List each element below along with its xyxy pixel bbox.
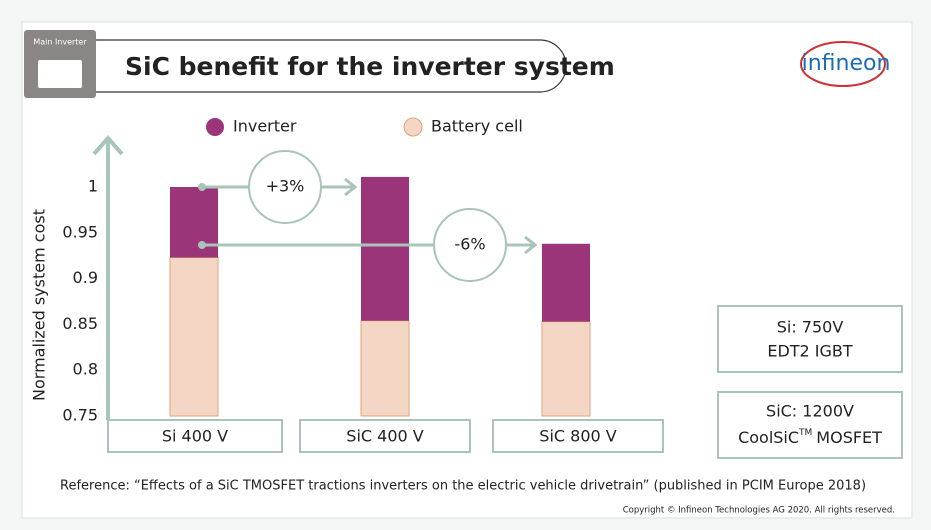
category-box (299, 419, 471, 453)
arrow-dot (198, 183, 206, 191)
annotation: -6% (454, 235, 485, 254)
arrow-dot (198, 241, 206, 249)
y-axis-label: Normalized system cost (30, 209, 49, 401)
y-tick-label: 0.75 (62, 406, 98, 425)
arrow-head (344, 177, 358, 197)
note-text: CoolSiCTM MOSFET (738, 428, 882, 447)
logo-swoosh (800, 41, 886, 87)
note-text: TM (798, 428, 812, 438)
y-tick-label: 0.85 (62, 314, 98, 333)
title-frame (96, 39, 567, 93)
y-tick-label: 0.9 (73, 268, 98, 287)
x-tick-label: SiC 800 V (539, 427, 616, 446)
badge-text: Main Inverter (33, 38, 87, 47)
annotation-circle (248, 150, 322, 224)
logo: infineon (802, 51, 891, 76)
annotation-circle (433, 208, 507, 282)
legend-label: Inverter (233, 117, 297, 136)
bar-segment (541, 321, 591, 417)
annotation: +3% (266, 177, 305, 196)
y-axis-arrow (92, 134, 124, 156)
note-text: EDT2 IGBT (767, 342, 853, 361)
legend-label: Battery cell (431, 117, 523, 136)
bar-segment (361, 176, 409, 321)
legend-swatch (403, 117, 423, 137)
reference: Reference: “Effects of a SiC TMOSFET tra… (60, 479, 866, 494)
x-tick-label: SiC 400 V (346, 427, 423, 446)
bar-segment (169, 257, 219, 417)
note-box (717, 391, 903, 459)
note-box (717, 305, 903, 373)
bar-segment (360, 320, 410, 417)
bar-segment (542, 243, 590, 322)
title: SiC benefit for the inverter system (125, 52, 615, 81)
note-text: Si: 750V (777, 318, 844, 337)
note-text: CoolSiC (738, 428, 799, 447)
legend-swatch (206, 118, 224, 136)
category-box (107, 419, 283, 453)
x-tick-label: Si 400 V (162, 427, 228, 446)
y-tick-label: 1 (88, 177, 98, 196)
note-text: MOSFET (816, 428, 882, 447)
chart: Normalized system cost 0.75 0.8 0.85 0.9 0.95… (30, 117, 664, 453)
category-box (492, 419, 664, 453)
y-tick-label: 0.95 (62, 222, 98, 241)
note-text: SiC: 1200V (766, 402, 854, 421)
arrow-head (524, 235, 538, 255)
badge-icon (38, 60, 82, 88)
y-tick-label: 0.8 (73, 360, 98, 379)
copyright: Copyright © Infineon Technologies AG 202… (623, 506, 895, 516)
bar-segment (170, 187, 218, 258)
